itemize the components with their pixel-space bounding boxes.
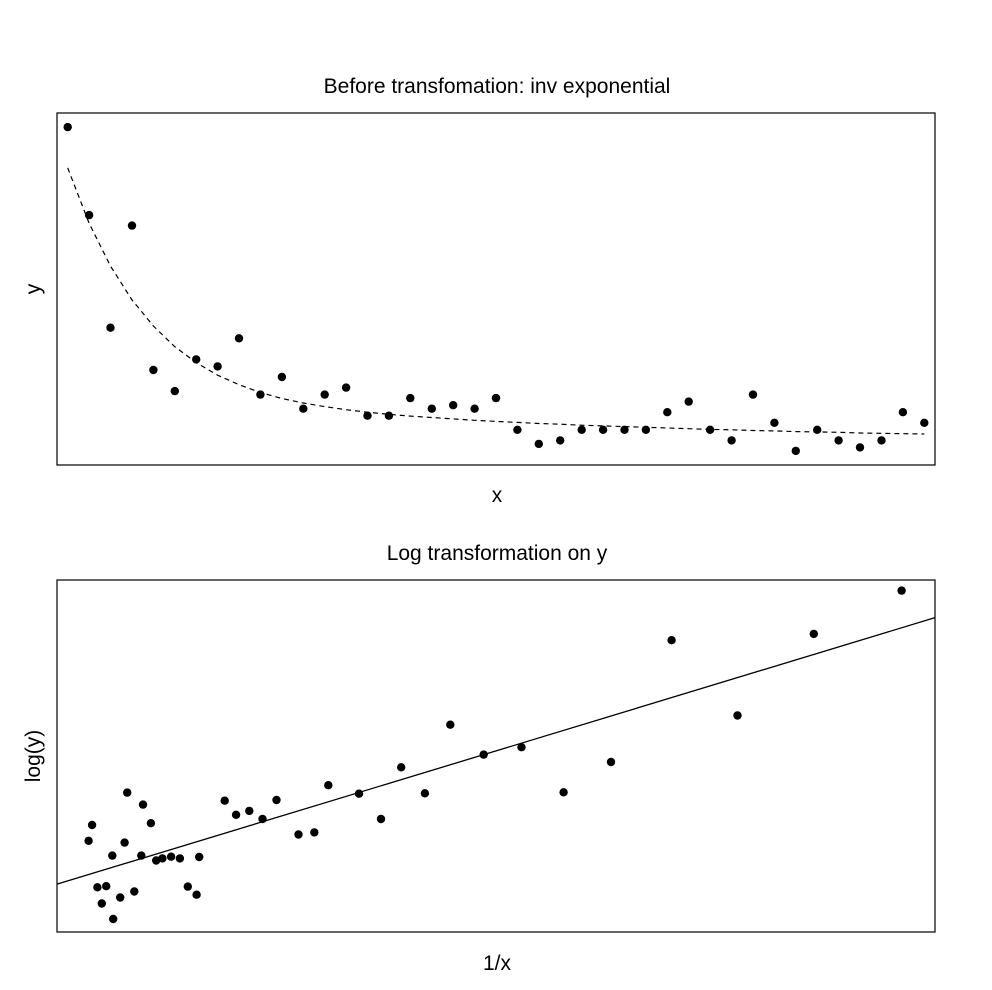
data-point (277, 372, 287, 382)
data-point (192, 890, 201, 899)
data-points (56, 586, 936, 924)
data-point (663, 408, 672, 417)
panel-log-transform: Log transformation on y 1/x log(y) (22, 542, 936, 975)
y-axis-label: log(y) (22, 730, 45, 783)
data-point (320, 390, 329, 399)
data-point (294, 830, 303, 839)
data-point (272, 795, 281, 805)
data-point (256, 390, 265, 399)
data-point (195, 852, 204, 862)
data-point (363, 411, 372, 420)
data-point (534, 439, 543, 449)
data-point (491, 393, 501, 403)
data-point (834, 436, 843, 445)
chart-title: Before transfomation: inv exponential (324, 75, 671, 98)
data-point (87, 820, 97, 830)
data-point (166, 852, 176, 861)
data-point (123, 788, 132, 797)
data-point (127, 221, 137, 230)
data-point (479, 750, 488, 759)
data-point (897, 586, 906, 595)
data-point (667, 636, 676, 645)
data-point (559, 788, 568, 797)
data-point (137, 851, 146, 860)
data-point (146, 819, 156, 828)
data-point (106, 323, 115, 332)
panel-inv-exponential: Before transfomation: inv exponential x … (22, 75, 936, 507)
data-point (556, 436, 565, 445)
data-point (513, 425, 522, 434)
data-point (299, 404, 308, 413)
data-point (606, 757, 616, 767)
data-point (138, 800, 148, 809)
data-point (855, 443, 865, 452)
data-point (470, 404, 479, 413)
data-point (684, 397, 693, 406)
data-point (376, 814, 386, 824)
data-point (641, 425, 651, 434)
data-point (877, 436, 886, 445)
data-point (220, 796, 229, 805)
data-point (705, 425, 715, 434)
data-point (170, 386, 179, 396)
data-point (354, 789, 364, 798)
data-point (748, 390, 758, 399)
plot-frame (56, 579, 936, 933)
data-point (310, 828, 319, 837)
y-axis-label: y (22, 283, 45, 294)
data-point (97, 899, 107, 908)
data-point (406, 393, 415, 403)
data-point (384, 411, 394, 420)
data-point (420, 789, 430, 798)
data-point (258, 814, 267, 824)
data-point (213, 362, 222, 371)
data-point (63, 122, 72, 132)
fit-line (56, 617, 936, 885)
data-point (183, 882, 192, 891)
data-points (63, 122, 929, 456)
data-point (149, 365, 158, 375)
fit-curve (67, 167, 925, 435)
x-axis-label: 1/x (483, 952, 512, 975)
data-point (733, 711, 742, 720)
data-point (84, 210, 94, 220)
x-axis-label: x (492, 484, 503, 507)
data-point (898, 408, 908, 417)
data-point (727, 436, 736, 445)
data-point (517, 743, 526, 752)
data-point (813, 425, 822, 434)
data-point (598, 425, 608, 434)
data-point (324, 781, 333, 790)
chart-title: Log transformation on y (387, 542, 608, 565)
data-point (120, 838, 129, 847)
data-point (192, 355, 201, 364)
data-point (130, 887, 139, 896)
data-point (620, 425, 629, 434)
data-point (809, 629, 818, 639)
data-point (109, 914, 118, 924)
data-point (108, 851, 117, 860)
data-point (234, 334, 244, 343)
data-point (175, 854, 185, 863)
plot-frame (56, 112, 936, 466)
data-point (341, 383, 351, 392)
data-point (920, 418, 929, 427)
data-point (158, 854, 167, 863)
data-point (577, 425, 586, 434)
data-point (449, 401, 458, 410)
data-point (231, 810, 241, 819)
data-point (116, 893, 125, 902)
data-point (427, 404, 436, 413)
data-point (791, 446, 800, 456)
data-point (397, 763, 406, 772)
data-point (770, 418, 779, 427)
data-point (93, 883, 102, 892)
data-point (446, 720, 455, 729)
data-point (102, 882, 111, 891)
data-point (245, 806, 254, 816)
data-point (84, 836, 93, 845)
